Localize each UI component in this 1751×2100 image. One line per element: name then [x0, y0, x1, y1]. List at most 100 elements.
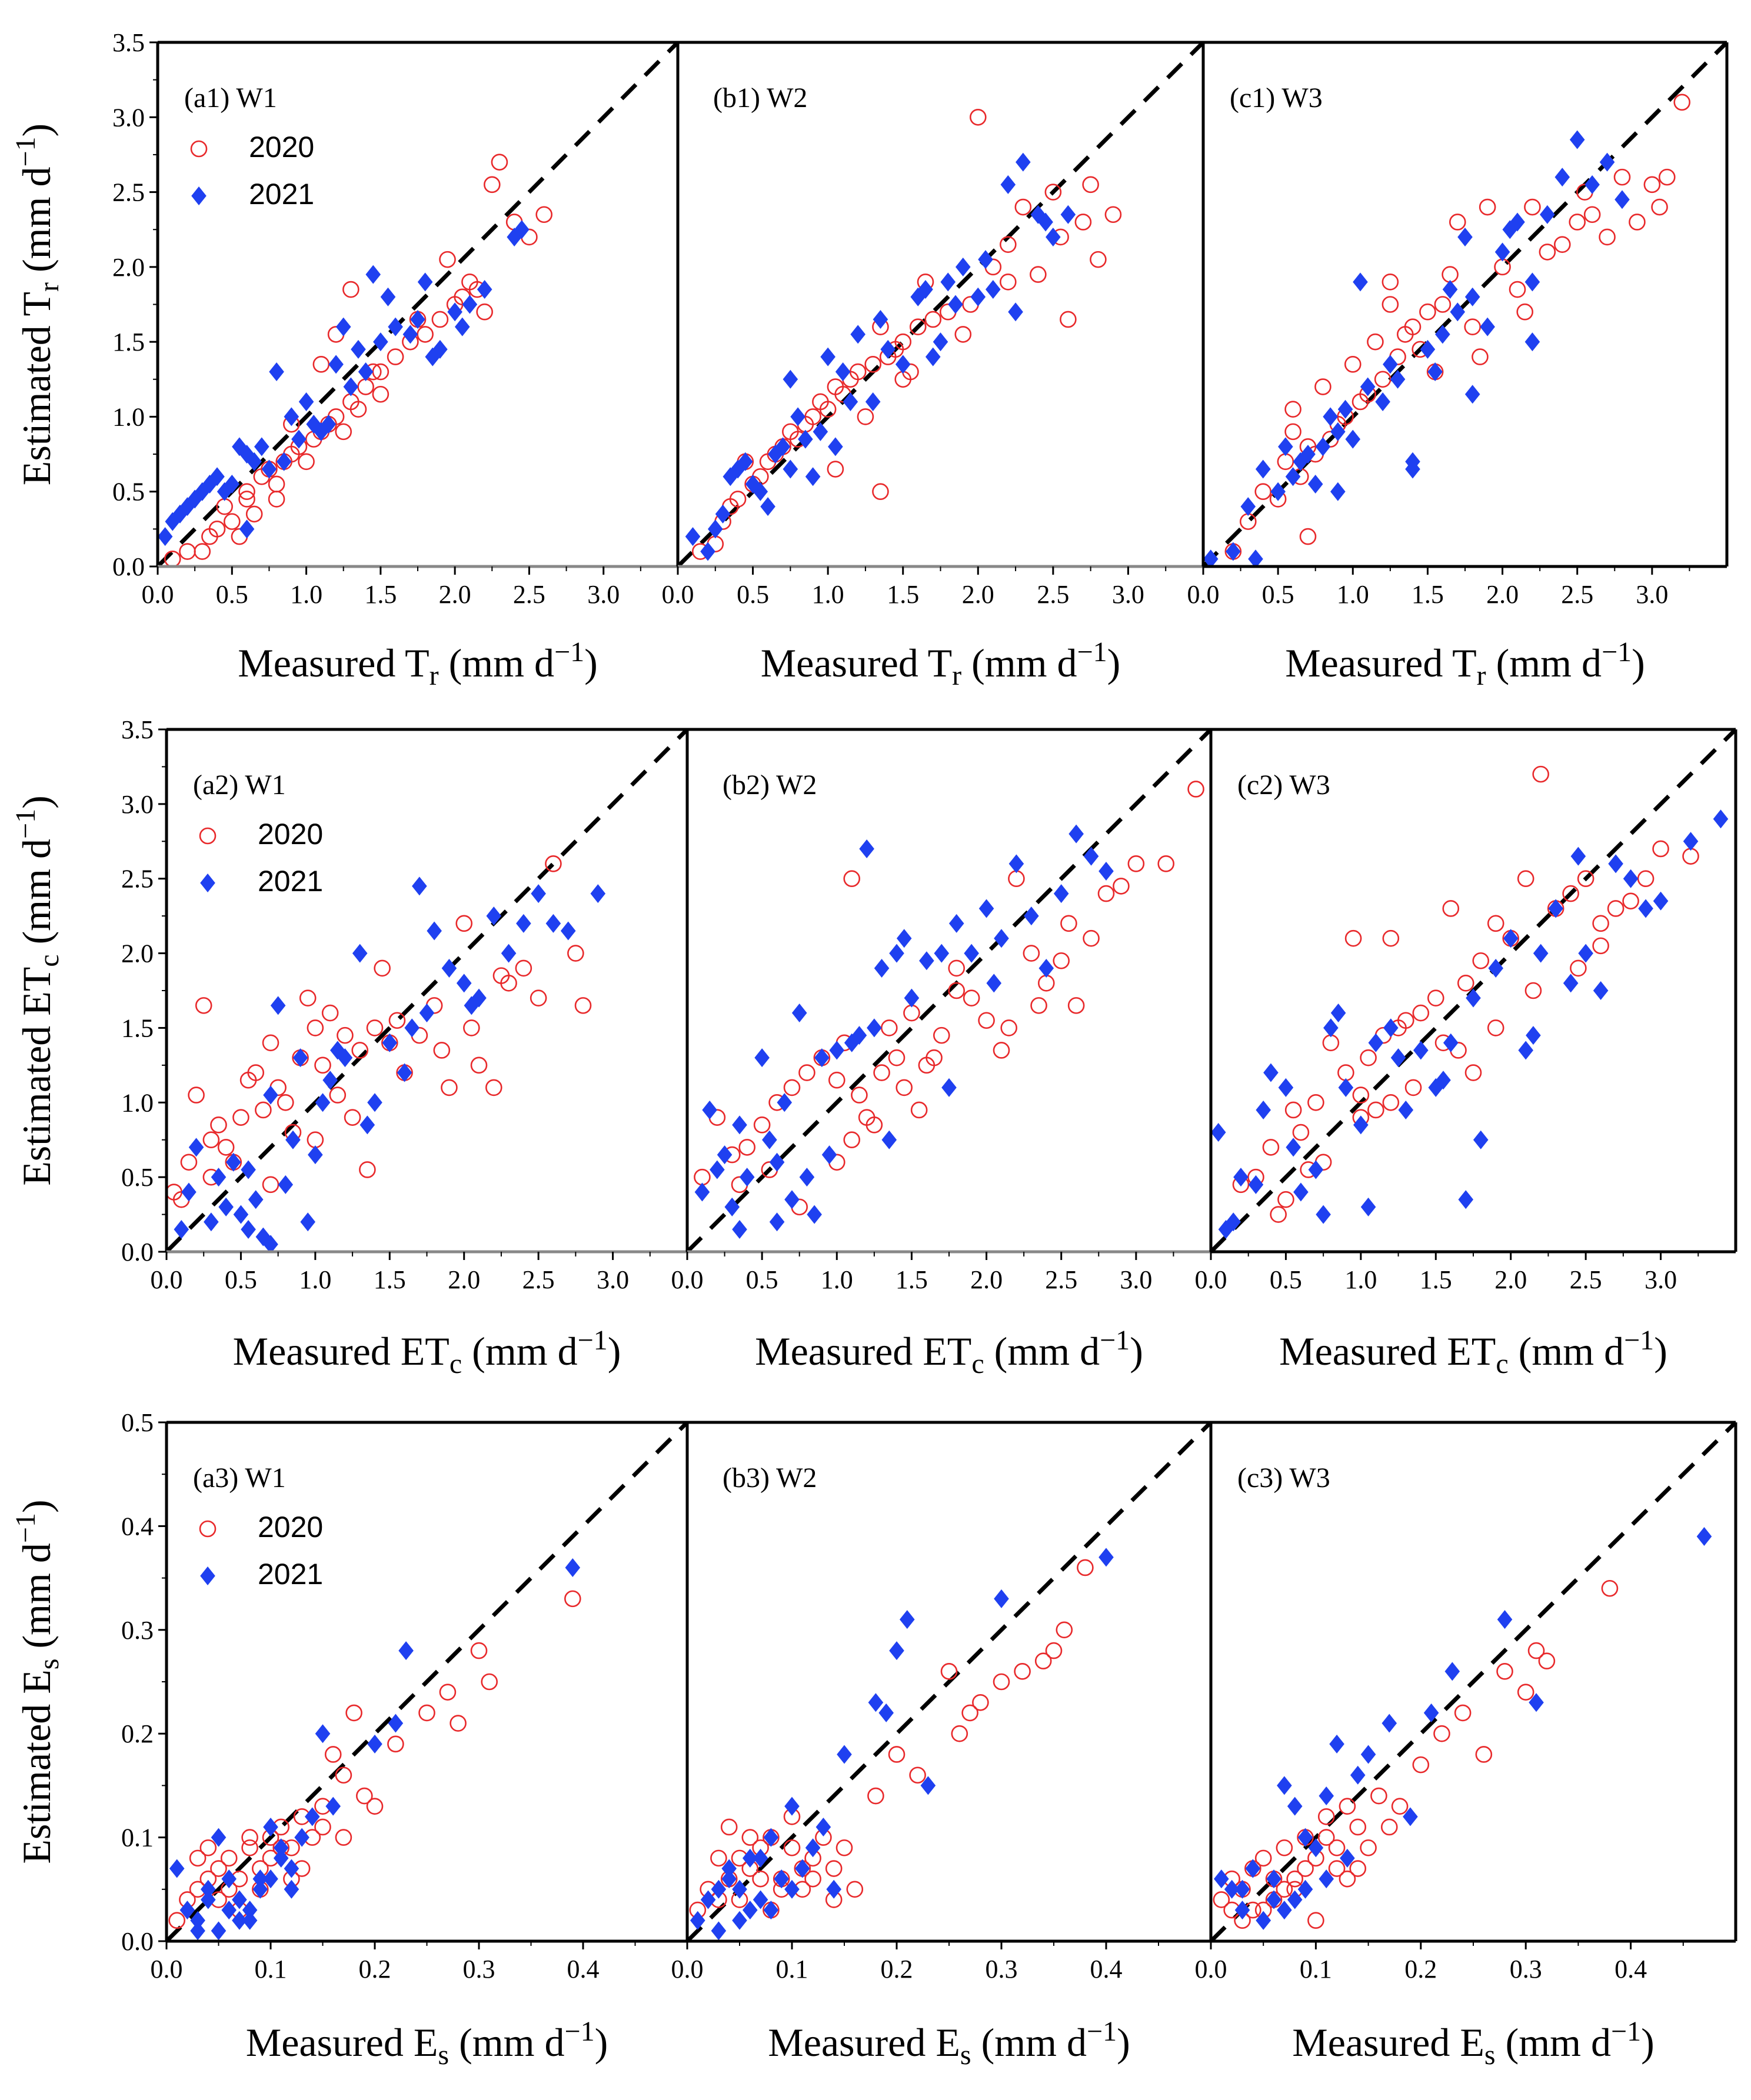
x-label-superscript: −1 [578, 1325, 608, 1356]
point-2021 [1008, 854, 1024, 874]
point-2021 [904, 988, 920, 1008]
point-2020 [1053, 952, 1070, 969]
x-label-close: ) [1107, 641, 1121, 685]
point-2021 [896, 929, 912, 948]
point-2021 [1473, 1130, 1489, 1149]
point-2020 [1090, 251, 1107, 268]
legend-label-2021: 2021 [249, 178, 314, 211]
point-2020 [1262, 1139, 1280, 1156]
point-2021 [690, 1911, 705, 1930]
point-2021 [859, 839, 874, 858]
y-tick-label: 0.5 [121, 1408, 154, 1437]
point-2020 [1317, 1808, 1335, 1825]
point-2020 [909, 318, 927, 335]
point-2021 [694, 1182, 710, 1202]
point-2020 [1000, 1019, 1018, 1036]
x-tick-label: 0.3 [463, 1955, 495, 1984]
x-tick-label: 0.0 [1187, 580, 1220, 609]
point-2021 [273, 1838, 289, 1858]
point-2021 [978, 899, 994, 918]
point-2021 [851, 1026, 867, 1045]
point-2020 [1292, 1124, 1310, 1141]
point-2020 [268, 491, 285, 508]
point-2021 [940, 272, 956, 292]
x-tick-label: 1.0 [290, 580, 322, 609]
point-2021 [388, 317, 403, 336]
point-2020 [1060, 311, 1077, 328]
point-2021 [920, 1776, 936, 1795]
point-2020 [1077, 1559, 1094, 1576]
x-label-close: ) [1654, 1329, 1667, 1374]
point-2021 [732, 1115, 747, 1135]
y-tick-label: 0.5 [112, 478, 145, 506]
point-2021 [1234, 1879, 1250, 1899]
x-axis-label-etc-1: Measured ETc (mm d−1) [755, 1325, 1143, 1379]
x-label-subscript: c [971, 1348, 984, 1379]
point-2020 [349, 401, 367, 418]
point-2021 [1297, 1828, 1313, 1847]
point-2021 [410, 309, 425, 329]
point-2020 [312, 356, 330, 373]
y-tick-label: 2.5 [112, 178, 145, 207]
point-2020 [1613, 168, 1631, 186]
point-2021 [462, 295, 478, 314]
point-2020 [798, 1064, 815, 1081]
point-2021 [1464, 287, 1480, 306]
point-2021 [241, 1160, 256, 1179]
x-tick-label: 0.0 [151, 1265, 183, 1294]
point-2021 [1287, 1796, 1303, 1816]
point-2021 [1319, 1869, 1334, 1889]
point-2020 [470, 1642, 488, 1659]
x-label-unit: (mm d [462, 1329, 577, 1374]
x-label-unit: (mm d [449, 2020, 564, 2065]
point-2020 [835, 1839, 853, 1856]
point-2020 [359, 1161, 376, 1178]
y-label-main: Estimated ET [14, 967, 59, 1186]
point-2020 [910, 1101, 928, 1119]
point-2020 [1034, 1652, 1052, 1670]
point-2020 [963, 989, 980, 1006]
point-2021 [201, 1879, 216, 1899]
point-2021 [1285, 467, 1301, 486]
point-2020 [1382, 929, 1400, 947]
x-axis-label-es-1: Measured Es (mm d−1) [768, 2016, 1130, 2071]
point-2021 [252, 1879, 268, 1899]
x-label-main: Measured E [246, 2020, 438, 2065]
point-2021 [174, 1219, 189, 1239]
point-2021 [900, 1610, 915, 1629]
point-2021 [269, 362, 284, 382]
point-2021 [335, 317, 351, 336]
point-2021 [795, 1859, 810, 1878]
point-2021 [1319, 1786, 1334, 1806]
x-axis-label-etc-0: Measured ETc (mm d−1) [233, 1325, 621, 1379]
point-2020 [210, 1860, 227, 1877]
point-2020 [1464, 1064, 1482, 1081]
point-2021 [367, 1734, 382, 1754]
x-tick-label: 0.4 [1090, 1955, 1123, 1984]
point-2021 [1234, 1901, 1250, 1920]
point-2020 [753, 1116, 771, 1134]
point-2021 [263, 1817, 278, 1836]
point-2020 [241, 1839, 258, 1856]
point-2021 [835, 362, 851, 382]
x-tick-label: 0.5 [216, 580, 248, 609]
point-2021 [1360, 1197, 1376, 1216]
point-2020 [1276, 1881, 1293, 1898]
point-2021 [179, 497, 195, 516]
x-tick-label: 3.0 [587, 580, 620, 609]
point-2020 [1538, 1652, 1556, 1670]
x-axis-label-es-0: Measured Es (mm d−1) [246, 2016, 608, 2071]
point-2020 [873, 1064, 890, 1081]
point-2021 [352, 944, 368, 963]
point-2021 [1286, 1138, 1301, 1157]
panel-4: 0.0 0.5 1.0 1.5 2.0 2.5 3.0 (b2) W2 [671, 728, 1213, 1294]
point-2021 [711, 1879, 727, 1899]
point-2021 [242, 1901, 258, 1920]
point-2021 [1316, 1205, 1331, 1224]
x-tick-label: 0.0 [1195, 1265, 1227, 1294]
point-2020 [1337, 1064, 1354, 1081]
point-2021 [373, 332, 388, 352]
x-tick-label: 2.0 [962, 580, 994, 609]
point-2021 [1300, 445, 1316, 464]
point-2021 [329, 1041, 345, 1060]
